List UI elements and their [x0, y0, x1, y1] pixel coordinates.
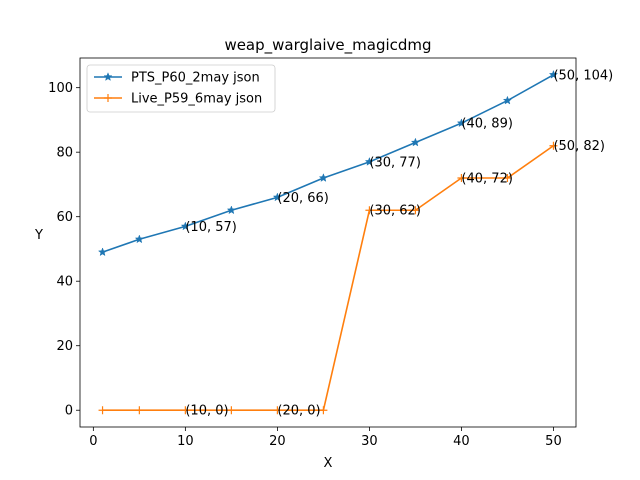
- series-2-point: [365, 206, 374, 215]
- chart-title: weap_warglaive_magicdmg: [224, 36, 431, 55]
- legend-marker-2: [104, 94, 112, 102]
- legend-label-2: Live_P59_6may json: [131, 92, 262, 107]
- y-tick-label: 40: [56, 275, 73, 290]
- legend-marker-1: [103, 72, 113, 81]
- series-1-point: [318, 173, 329, 182]
- series-2-point: [549, 141, 558, 150]
- series-1-point: [180, 221, 191, 231]
- x-tick-label: 0: [89, 434, 97, 449]
- series-2-point: [135, 406, 144, 415]
- series-2-point: [273, 406, 282, 415]
- series-1-point: [272, 192, 283, 202]
- data-annotation: (30, 77): [369, 155, 421, 170]
- series-1-point: [134, 234, 145, 244]
- series-1-point: [410, 137, 421, 147]
- y-tick-label: 60: [56, 210, 73, 225]
- data-annotation: (20, 66): [277, 191, 329, 206]
- y-tick-label: 100: [48, 81, 73, 96]
- data-annotation: (40, 89): [461, 117, 512, 132]
- series-2-point: [411, 206, 420, 215]
- x-tick-label: 20: [269, 434, 286, 449]
- y-tick-label: 80: [56, 146, 73, 161]
- data-annotation: (50, 104): [553, 68, 613, 83]
- series-2-point: [227, 406, 236, 415]
- series-1-point: [456, 118, 467, 128]
- plot-area: 0 10 20 30 40 50 0 20 40 60 80 100 (10, 57) (20, 66) (…: [48, 57, 613, 449]
- series-1-point: [97, 247, 108, 257]
- series-2-point: [503, 173, 512, 182]
- series-2-point: [457, 173, 466, 182]
- axes-frame: [79, 57, 577, 428]
- series-1-point: [364, 156, 375, 166]
- x-tick-label: 10: [177, 434, 194, 449]
- series-2-point: [181, 406, 190, 415]
- x-axis-label: X: [324, 456, 333, 471]
- data-annotation: (50, 82): [553, 139, 605, 154]
- y-axis-label: Y: [34, 228, 43, 243]
- data-annotation: (10, 57): [185, 220, 237, 235]
- legend-box: [86, 64, 276, 113]
- x-tick-label: 40: [453, 434, 470, 449]
- x-tick-label: 50: [545, 434, 562, 449]
- data-annotation: (30, 62): [369, 204, 421, 219]
- legend: PTS_P60_2may json Live_P59_6may json: [86, 64, 276, 113]
- y-tick-label: 20: [56, 339, 73, 354]
- series-1-point: [226, 205, 237, 215]
- y-tick-label: 0: [65, 404, 73, 419]
- series-1-point: [548, 69, 559, 79]
- data-annotation: (20, 0): [277, 404, 320, 419]
- data-annotation: (40, 72): [461, 171, 512, 186]
- series-2-point: [319, 406, 328, 415]
- series-1-point: [502, 95, 513, 105]
- series-2-point: [98, 406, 107, 415]
- x-tick-label: 30: [361, 434, 378, 449]
- legend-label-1: PTS_P60_2may json: [131, 71, 260, 86]
- data-annotation: (10, 0): [185, 404, 228, 419]
